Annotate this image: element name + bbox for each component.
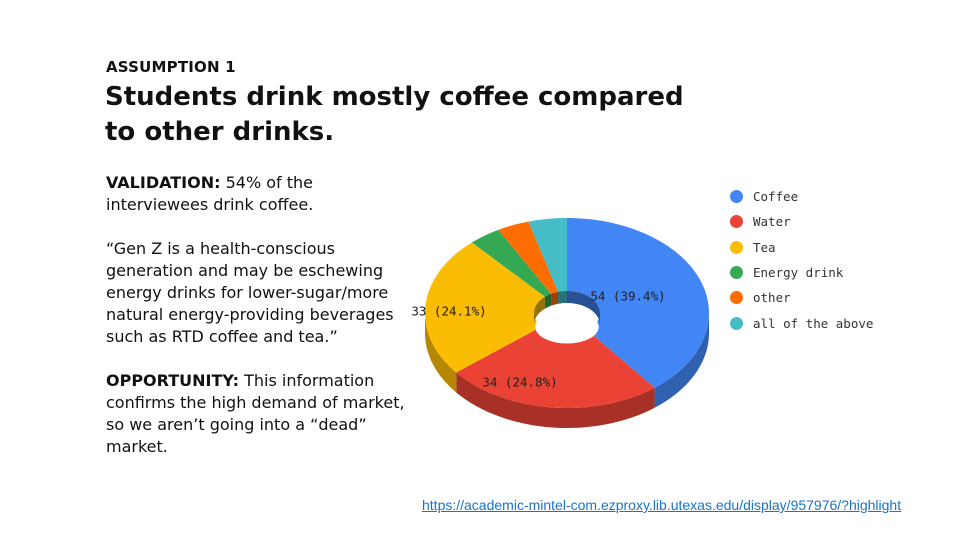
legend-swatch [730,190,743,204]
pie-slice-coffee [567,218,709,388]
source-link[interactable]: https://academic-mintel-com.ezproxy.lib.… [422,497,902,513]
pie-hole-wall [567,291,600,325]
opportunity-label: OPPORTUNITY: [106,371,240,390]
pie-chart-svg: 54 (39.4%) 34 (24.8%) 33 (24.1%) [411,218,709,428]
pie-hole-wall [551,291,559,306]
legend-swatch [730,240,743,254]
pie-side-tea [425,313,457,393]
quote-paragraph: “Gen Z is a health-conscious generation … [106,239,394,346]
validation-paragraph: VALIDATION: 54% of the interviewees drin… [106,172,406,216]
pie-slice-all-of-the-above [528,218,567,292]
legend-item: Tea [730,235,873,260]
slide-title: Students drink mostly coffee compared to… [105,82,684,147]
pie-data-label: 54 (39.4%) [590,289,665,304]
legend-swatch [730,215,743,229]
legend-swatch [730,291,743,305]
pie-hole-wall [558,291,567,304]
pie-side-water [456,372,655,428]
slide-kicker: ASSUMPTION 1 [106,58,236,76]
pie-chart: 54 (39.4%) 34 (24.8%) 33 (24.1%) Coffee Wat… [400,170,959,470]
legend-label: Energy drink [753,265,844,281]
legend-item: all of the above [730,310,873,335]
legend-item: other [730,285,873,310]
pie-hole-wall [544,293,552,309]
legend-item: Energy drink [730,260,873,285]
pie-slice-other [498,221,559,294]
legend-item: Water [730,209,873,234]
pie-data-label: 34 (24.8%) [482,375,557,390]
pie-slice-water [456,326,655,408]
opportunity-text: This information confirms the high deman… [106,371,405,456]
opportunity-paragraph: OPPORTUNITY: This information confirms t… [106,370,406,458]
legend-item: Coffee [730,184,873,209]
pie-slice-energy-drink [471,229,552,297]
legend-label: Coffee [753,189,799,205]
validation-label: VALIDATION: [106,173,221,192]
legend-swatch [730,316,743,330]
pie-hole-wall [534,296,545,325]
legend-swatch [730,266,743,280]
pie-slice-tea [425,242,545,373]
validation-text: 54% of the interviewees drink coffee. [106,173,314,214]
pie-hole [535,310,599,344]
pie-side-coffee [654,313,709,408]
legend-label: all of the above [753,315,874,331]
legend-label: Water [753,214,791,230]
pie-data-label: 33 (24.1%) [411,304,486,319]
legend-label: Tea [753,239,776,255]
legend-label: other [753,290,791,306]
chart-legend: Coffee Water Tea Energy drink other all of th… [730,184,873,336]
slide-body: VALIDATION: 54% of the interviewees drin… [106,172,406,480]
